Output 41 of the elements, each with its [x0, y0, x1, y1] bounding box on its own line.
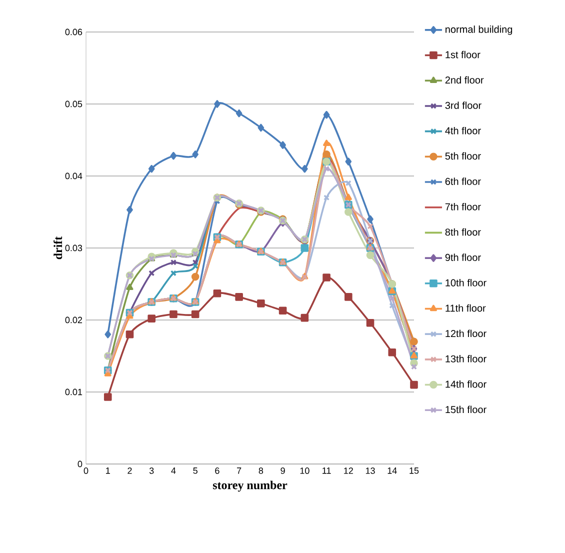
- legend-label: 5th floor: [445, 152, 481, 160]
- y-tick-label: 0: [78, 460, 82, 468]
- x-tick-label: 1: [106, 468, 110, 474]
- x-tick-label: 7: [237, 468, 242, 474]
- x-tick-label: 4: [171, 468, 176, 474]
- y-tick-label: 0.05: [65, 100, 82, 108]
- legend-label: 15th floor: [446, 406, 486, 414]
- y-axis-title: drift: [54, 236, 62, 260]
- legend-label: 4th floor: [445, 126, 481, 134]
- x-tick-label: 13: [366, 468, 375, 474]
- x-tick-label: 5: [193, 468, 198, 474]
- y-tick-label: 0.03: [65, 244, 82, 252]
- legend-label: 1st floor: [446, 50, 480, 58]
- legend-label: 9th floor: [445, 254, 481, 262]
- legend-label: 13th floor: [446, 355, 486, 362]
- x-tick-label: 11: [322, 468, 331, 474]
- legend-label: 12th floor: [446, 330, 486, 338]
- x-tick-label: 9: [280, 468, 285, 474]
- y-tick-label: 0.06: [65, 28, 82, 36]
- legend-label: 3rd floor: [445, 102, 482, 109]
- legend-label: 6th floor: [445, 178, 481, 185]
- x-tick-label: 2: [128, 468, 132, 474]
- y-tick-label: 0.04: [65, 172, 82, 180]
- legend-label: 10th floor: [446, 279, 486, 286]
- x-tick-label: 15: [410, 468, 419, 474]
- x-tick-label: 0: [84, 468, 88, 474]
- x-axis-title: storey number: [212, 480, 288, 492]
- y-tick-label: 0.02: [65, 316, 82, 324]
- y-tick-label: 0.01: [65, 388, 82, 396]
- x-tick-label: 10: [300, 468, 310, 474]
- legend-label: 7th floor: [445, 202, 481, 210]
- x-tick-label: 8: [258, 468, 264, 474]
- legend-label: normal building: [446, 26, 512, 35]
- x-tick-label: 3: [149, 468, 154, 474]
- x-tick-label: 14: [388, 468, 397, 474]
- legend-label: 8th floor: [445, 228, 481, 236]
- x-tick-label: 12: [344, 468, 353, 474]
- legend-label: 14th floor: [446, 380, 486, 388]
- x-tick-label: 6: [215, 468, 220, 474]
- legend-label: 11th floor: [446, 304, 486, 312]
- legend-label: 2nd floor: [445, 76, 484, 84]
